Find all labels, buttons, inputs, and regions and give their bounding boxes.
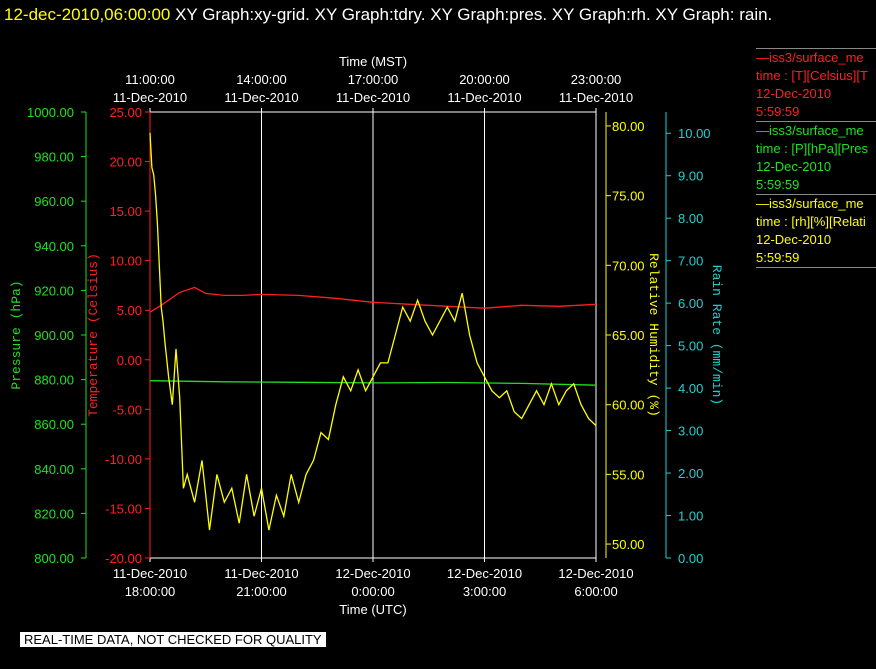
pressure-tick-label: 860.00: [34, 417, 74, 432]
legend-line3: 12-Dec-2010: [756, 159, 832, 174]
x-top-tick-label: 11-Dec-2010: [113, 90, 187, 105]
rain-tick-label: 3.00: [678, 424, 703, 439]
rh-tick-label: 50.00: [612, 537, 645, 552]
x-bottom-tick-label: 6:00:00: [574, 584, 617, 599]
pressure-tick-label: 900.00: [34, 328, 74, 343]
pressure-tick-label: 940.00: [34, 239, 74, 254]
temperature-tick-label: 10.00: [109, 254, 142, 269]
rain-tick-label: 1.00: [678, 509, 703, 524]
rain-tick-label: 6.00: [678, 296, 703, 311]
legend-line4: 5:59:59: [756, 177, 800, 192]
rain-tick-label: 8.00: [678, 211, 703, 226]
temperature-tick-label: 5.00: [117, 303, 142, 318]
rh-tick-label: 55.00: [612, 467, 645, 482]
rain-tick-label: 4.00: [678, 381, 703, 396]
pressure-tick-label: 820.00: [34, 506, 74, 521]
legend-line2: time : [P][hPa][Pres: [756, 141, 868, 156]
rain-tick-label: 10.00: [678, 126, 711, 141]
temperature-tick-label: -5.00: [112, 402, 142, 417]
rh-tick-label: 60.00: [612, 398, 645, 413]
pressure-tick-label: 800.00: [34, 551, 74, 566]
legend-temperature: —iss3/surface_me time : [T][Celsius][T 1…: [756, 48, 876, 121]
pressure-tick-label: 1000.00: [27, 105, 74, 120]
x-bottom-axis-label: Time (UTC): [339, 602, 406, 617]
legend-line4: 5:59:59: [756, 104, 800, 119]
legend-line4: 5:59:59: [756, 250, 800, 265]
legend-line1: —iss3/surface_me: [756, 123, 864, 138]
header: 12-dec-2010,06:00:00 XY Graph:xy-grid. X…: [4, 2, 864, 28]
temperature-tick-label: -10.00: [105, 452, 142, 467]
x-bottom-tick-label: 12-Dec-2010: [558, 566, 633, 581]
timestamp: 12-dec-2010,06:00:00: [4, 5, 171, 24]
x-bottom-tick-label: 0:00:00: [351, 584, 394, 599]
graph-titles: XY Graph:xy-grid. XY Graph:tdry. XY Grap…: [175, 5, 773, 24]
x-bottom-tick-label: 11-Dec-2010: [113, 566, 187, 581]
x-top-tick-label: 14:00:00: [236, 72, 287, 87]
rain-tick-label: 0.00: [678, 551, 703, 566]
x-top-tick-label: 11-Dec-2010: [336, 90, 410, 105]
legend-line2: time : [rh][%][Relati: [756, 214, 866, 229]
pressure-tick-label: 980.00: [34, 150, 74, 165]
legend-rh: —iss3/surface_me time : [rh][%][Relati 1…: [756, 194, 876, 268]
rh-axis-title: Relative Humidity (%): [646, 253, 661, 417]
x-bottom-tick-label: 12-Dec-2010: [335, 566, 410, 581]
legend-line2: time : [T][Celsius][T: [756, 68, 868, 83]
pressure-tick-label: 920.00: [34, 283, 74, 298]
x-top-tick-label: 17:00:00: [348, 72, 399, 87]
x-bottom-tick-label: 21:00:00: [236, 584, 287, 599]
temperature-axis-title: Temperature (Celsius): [86, 253, 101, 417]
rain-tick-label: 7.00: [678, 254, 703, 269]
pressure-tick-label: 840.00: [34, 462, 74, 477]
series-line-temperature: [149, 286, 597, 313]
x-top-tick-label: 23:00:00: [571, 72, 622, 87]
temperature-tick-label: 15.00: [109, 204, 142, 219]
legend-line1: —iss3/surface_me: [756, 50, 864, 65]
x-top-tick-label: 11-Dec-2010: [559, 90, 633, 105]
rain-tick-label: 9.00: [678, 169, 703, 184]
pressure-tick-label: 880.00: [34, 373, 74, 388]
legend-pressure: —iss3/surface_me time : [P][hPa][Pres 12…: [756, 121, 876, 194]
temperature-tick-label: -15.00: [105, 501, 142, 516]
x-top-axis-label: Time (MST): [339, 54, 407, 69]
pressure-axis-title: Pressure (hPa): [9, 280, 24, 389]
rain-axis-title: Rain Rate (mm/min): [709, 265, 724, 405]
rh-tick-label: 65.00: [612, 328, 645, 343]
x-bottom-tick-label: 11-Dec-2010: [224, 566, 298, 581]
series-line-rh: [149, 132, 597, 531]
x-top-tick-label: 11-Dec-2010: [447, 90, 521, 105]
pressure-tick-label: 960.00: [34, 194, 74, 209]
series-line-pressure: [149, 380, 597, 386]
legend-line3: 12-Dec-2010: [756, 86, 832, 101]
x-bottom-tick-label: 12-Dec-2010: [447, 566, 522, 581]
rain-tick-label: 2.00: [678, 466, 703, 481]
x-top-tick-label: 11-Dec-2010: [224, 90, 298, 105]
temperature-tick-label: 20.00: [109, 155, 142, 170]
rh-tick-label: 80.00: [612, 119, 645, 134]
temperature-tick-label: 0.00: [117, 353, 142, 368]
rain-tick-label: 5.00: [678, 339, 703, 354]
x-top-tick-label: 20:00:00: [459, 72, 510, 87]
x-bottom-tick-label: 18:00:00: [125, 584, 176, 599]
x-top-tick-label: 11:00:00: [125, 72, 175, 87]
legend-line1: —iss3/surface_me: [756, 196, 864, 211]
x-bottom-tick-label: 3:00:00: [463, 584, 506, 599]
legend-line3: 12-Dec-2010: [756, 232, 832, 247]
rh-tick-label: 75.00: [612, 189, 645, 204]
temperature-tick-label: 25.00: [109, 105, 142, 120]
quality-disclaimer: REAL-TIME DATA, NOT CHECKED FOR QUALITY: [20, 632, 326, 647]
temperature-tick-label: -20.00: [105, 551, 142, 566]
rh-tick-label: 70.00: [612, 258, 645, 273]
